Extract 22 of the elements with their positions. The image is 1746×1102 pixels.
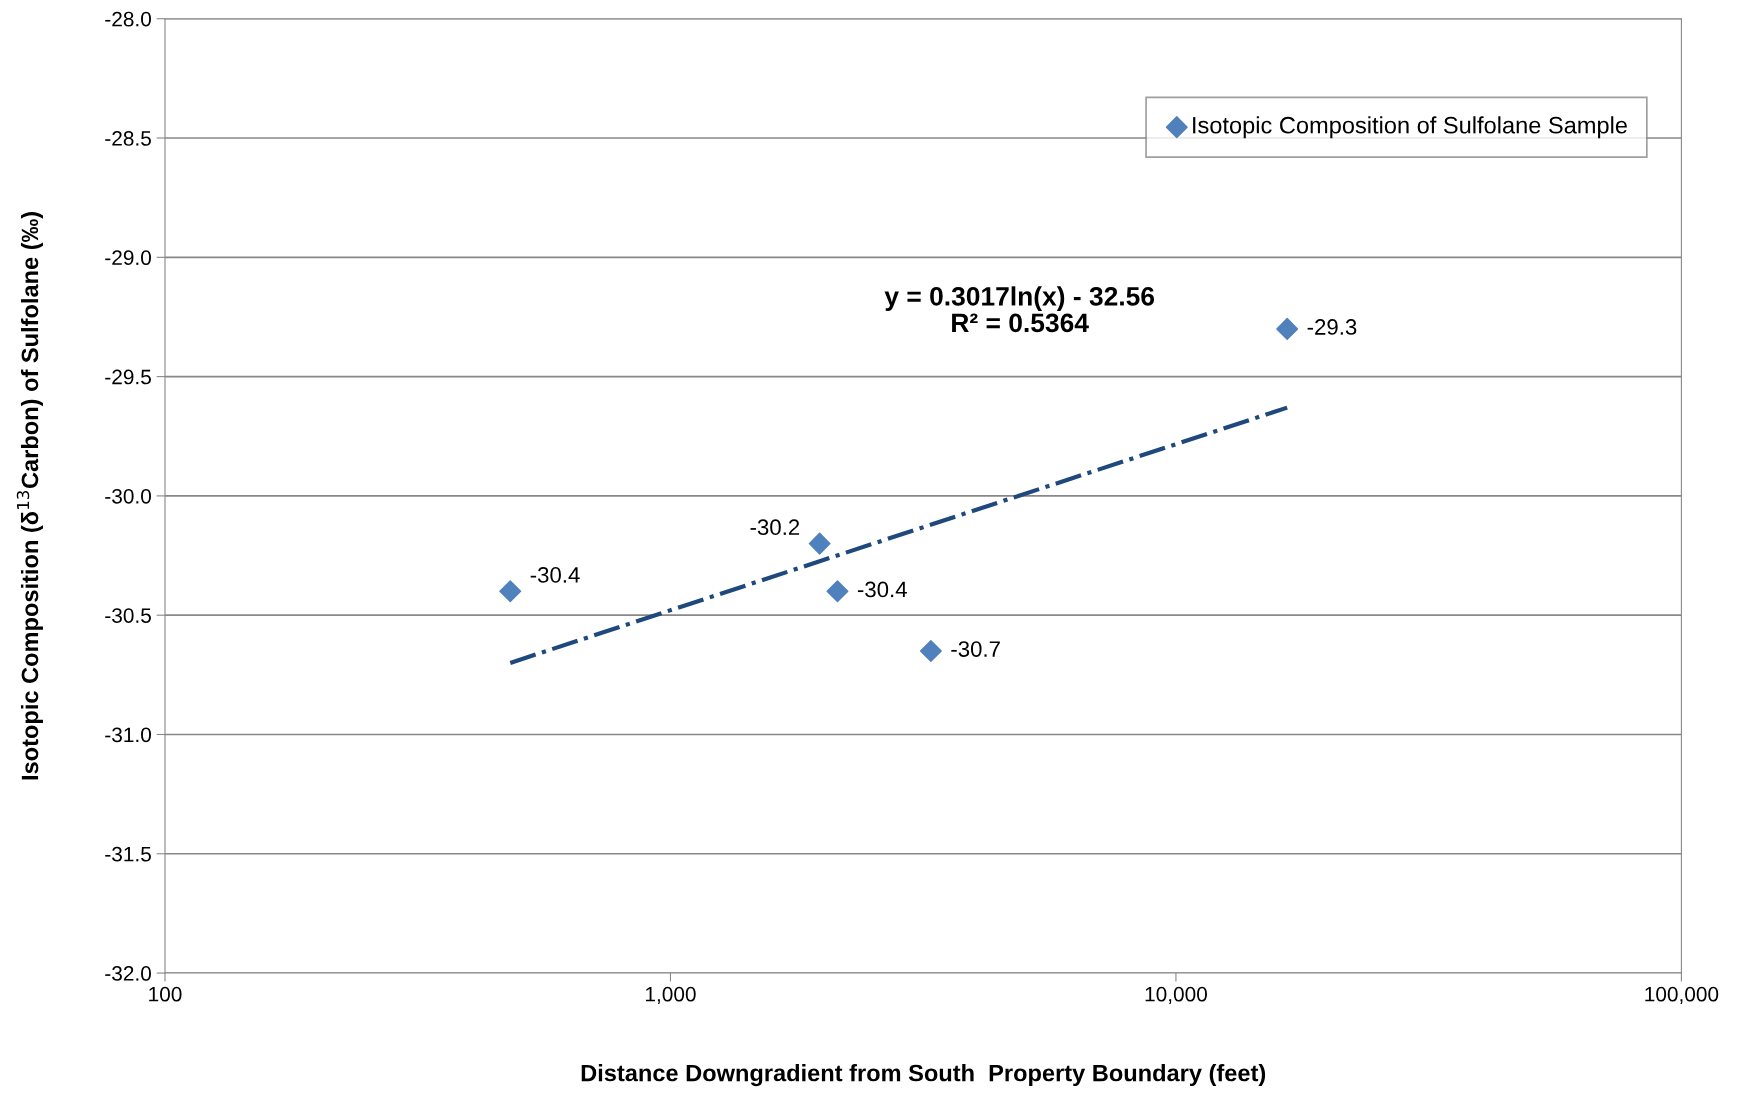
y-tick-label: -28.0 xyxy=(105,11,151,27)
x-tick-label: 100,000 xyxy=(1645,986,1719,1005)
y-axis-title: Isotopic Composition (δ$^{13}$Carbon) of Sulfolane (‰) xyxy=(16,212,43,780)
y-tick-label: -30.5 xyxy=(105,608,151,623)
x-axis-title: Distance Downgradient from South Property Boundary (feet) xyxy=(581,1064,1266,1087)
data-label: -29.3 xyxy=(1307,319,1357,335)
y-tick-label: -30.0 xyxy=(105,488,151,504)
data-label: -30.4 xyxy=(530,567,580,583)
annotation: y = 0.3017ln(x) - 32.56 R² = 0.5364 xyxy=(884,286,1155,333)
y-tick-label: -29.0 xyxy=(105,250,151,266)
legend-label: Isotopic Composition of Sulfolane Sample xyxy=(1193,116,1627,139)
x-tick-label: 1,000 xyxy=(645,986,696,1005)
data-label: -30.4 xyxy=(857,581,907,598)
y-tick-label: -31.0 xyxy=(105,727,151,743)
data-label: -30.2 xyxy=(750,519,800,536)
x-tick-label: 10,000 xyxy=(1145,986,1207,1005)
y-tick-label: -31.5 xyxy=(105,846,151,862)
x-tick-label: 100 xyxy=(149,986,182,1002)
y-tick-label: -28.5 xyxy=(105,131,151,146)
y-tick-label: -29.5 xyxy=(105,369,151,385)
data-label: -30.7 xyxy=(951,641,1000,657)
y-tick-label: -32.0 xyxy=(105,966,151,981)
